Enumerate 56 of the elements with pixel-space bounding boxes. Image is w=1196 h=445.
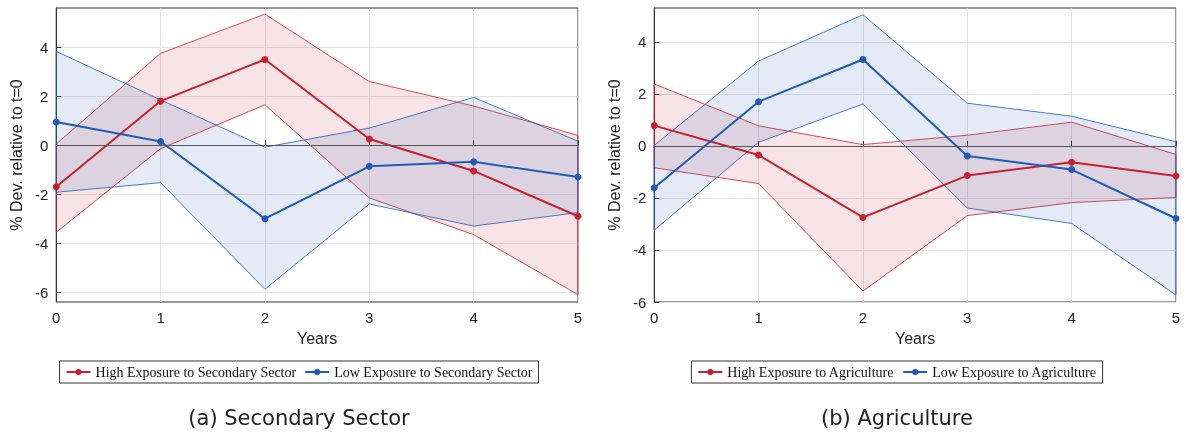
x-tick-label: 0 <box>650 309 659 326</box>
y-axis-title: % Dev. relative to t=0 <box>7 79 25 231</box>
x-tick-label: 5 <box>573 309 583 326</box>
y-axis-title: % Dev. relative to t=0 <box>605 79 623 231</box>
x-tick-label: 5 <box>1171 309 1181 326</box>
y-tick-label: 2 <box>39 87 49 105</box>
point <box>365 135 373 143</box>
y-tick-label: 0 <box>39 136 49 154</box>
point <box>470 158 478 166</box>
x-tick-label: 1 <box>156 309 165 326</box>
y-tick-label: -4 <box>34 234 49 252</box>
point <box>650 122 658 130</box>
x-tick-label: 4 <box>1067 309 1076 326</box>
y-tick-label: 4 <box>39 38 49 56</box>
y-tick-label: -2 <box>34 185 49 203</box>
point <box>1068 158 1076 166</box>
point <box>574 212 582 220</box>
legend-label: High Exposure to Agriculture <box>727 364 894 380</box>
x-axis-title: Years <box>296 329 338 347</box>
point <box>157 138 165 146</box>
point <box>1068 166 1076 174</box>
point <box>755 98 763 106</box>
x-tick-label: 4 <box>469 309 478 326</box>
x-tick-label: 2 <box>260 309 270 326</box>
y-tick-label: -4 <box>632 241 647 259</box>
x-tick-label: 1 <box>754 309 763 326</box>
y-tick-label: -2 <box>632 189 647 207</box>
point <box>963 172 971 180</box>
point <box>963 152 971 160</box>
x-tick-label: 3 <box>365 309 374 326</box>
point <box>1172 214 1180 222</box>
text: (b) Agriculture <box>821 405 973 430</box>
y-tick-label: -6 <box>632 293 647 311</box>
x-axis-title: Years <box>894 329 936 347</box>
legend-label: Low Exposure to Agriculture <box>932 364 1096 380</box>
y-tick-label: 0 <box>637 137 647 155</box>
point <box>859 213 867 221</box>
point <box>157 97 165 105</box>
point <box>470 167 478 175</box>
x-tick-label: 0 <box>52 309 61 326</box>
point <box>52 118 60 126</box>
legend-label: High Exposure to Secondary Sector <box>95 364 297 380</box>
x-tick-label: 3 <box>963 309 972 326</box>
y-tick-label: 2 <box>637 85 647 103</box>
x-tick-label: 2 <box>858 309 868 326</box>
legend-label: Low Exposure to Secondary Sector <box>334 364 533 380</box>
y-tick-label: -6 <box>34 283 49 301</box>
point <box>859 56 867 64</box>
point <box>755 151 763 159</box>
y-tick-label: 4 <box>637 33 647 51</box>
point <box>52 183 60 191</box>
point <box>650 184 658 192</box>
point <box>365 162 373 170</box>
point <box>261 55 269 63</box>
point <box>261 215 269 223</box>
text: (a) Secondary Sector <box>188 405 411 430</box>
